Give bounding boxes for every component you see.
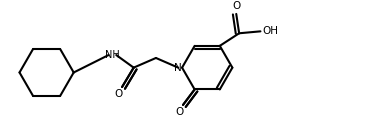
Text: NH: NH [105,50,120,60]
Text: O: O [114,89,122,99]
Text: O: O [175,107,183,117]
Text: O: O [232,1,240,11]
Text: N: N [174,63,182,73]
Text: OH: OH [262,26,278,36]
